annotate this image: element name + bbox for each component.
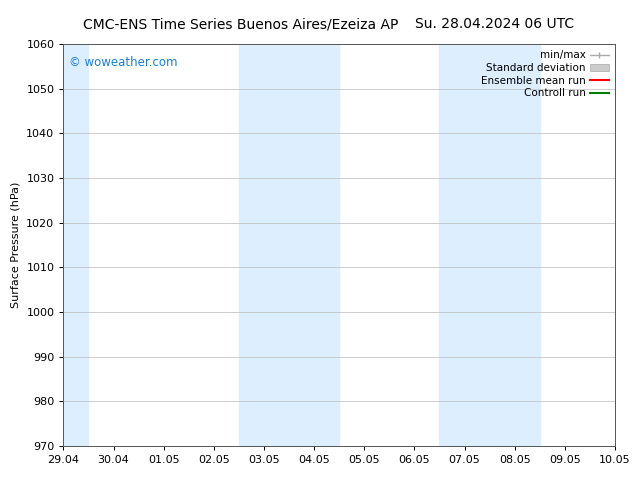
Bar [63,44,89,446]
Text: © woweather.com: © woweather.com [69,56,178,69]
Text: CMC-ENS Time Series Buenos Aires/Ezeiza AP: CMC-ENS Time Series Buenos Aires/Ezeiza … [83,17,399,31]
Y-axis label: Surface Pressure (hPa): Surface Pressure (hPa) [11,182,21,308]
Legend: min/max, Standard deviation, Ensemble mean run, Controll run: min/max, Standard deviation, Ensemble me… [478,47,612,101]
Bar [439,44,540,446]
Bar [239,44,339,446]
Text: Su. 28.04.2024 06 UTC: Su. 28.04.2024 06 UTC [415,17,574,31]
